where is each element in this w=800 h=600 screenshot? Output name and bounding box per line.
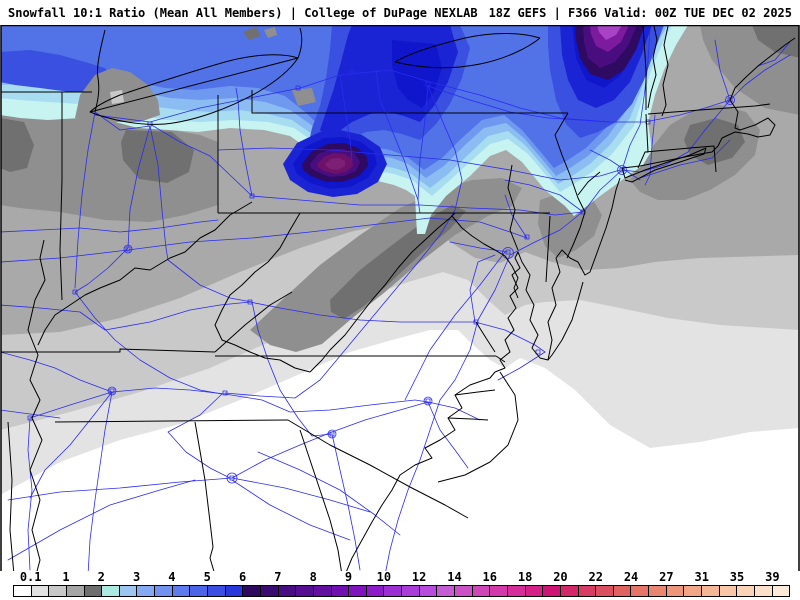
legend-tick-label: 20 — [553, 570, 568, 584]
legend-cell — [225, 586, 244, 596]
legend-tick-label: 14 — [447, 570, 462, 584]
legend-tick-label: 18 — [517, 570, 533, 584]
legend-cell — [49, 586, 67, 596]
legend-tick-label: 24 — [623, 570, 639, 584]
legend-cell — [437, 586, 456, 596]
legend-cell — [243, 586, 261, 596]
legend-tick-label: 6 — [238, 570, 247, 584]
legend-cell — [331, 586, 350, 596]
legend-cell — [613, 586, 632, 596]
legend-cell — [260, 586, 279, 596]
legend-tick-label: 35 — [729, 570, 745, 584]
legend-cell — [31, 586, 50, 596]
legend-cell — [14, 586, 32, 596]
legend-tick-label: 9 — [344, 570, 353, 584]
legend-cell — [772, 586, 790, 596]
legend-cell — [525, 586, 544, 596]
legend-cell — [631, 586, 650, 596]
legend-cell — [490, 586, 508, 596]
legend-tick-label: 12 — [411, 570, 427, 584]
legend-tick-label: 10 — [376, 570, 392, 584]
legend-cell — [666, 586, 685, 596]
product-title: Snowfall 10:1 Ratio (Mean All Members) |… — [8, 5, 478, 20]
legend-cell — [754, 586, 773, 596]
legend-cell — [278, 586, 297, 596]
legend-cell — [313, 586, 332, 596]
legend-cell — [66, 586, 85, 596]
legend-tick-label: 39 — [765, 570, 780, 584]
legend-colorbar — [13, 585, 790, 597]
legend-cell — [507, 586, 526, 596]
legend-cell — [419, 586, 438, 596]
legend-cell — [578, 586, 597, 596]
legend-cell — [119, 586, 138, 596]
legend-cell — [596, 586, 614, 596]
legend-cell — [455, 586, 473, 596]
legend-tick-label: 5 — [203, 570, 211, 584]
legend-tick-label: 22 — [588, 570, 603, 584]
snowfall-contours — [1, 26, 799, 495]
legend-cell — [102, 586, 120, 596]
legend-tick-label: 4 — [168, 570, 176, 584]
model-run-info: 18Z GEFS | F366 Valid: 00Z TUE DEC 02 20… — [488, 5, 792, 20]
legend-cell — [296, 586, 314, 596]
legend-bar: 0.1 1 2 3 4 5 6 7 8 9 10 12 14 16 18 20 22 24 27 31 35 39 — [0, 571, 800, 600]
legend-cell — [737, 586, 755, 596]
legend-cell — [366, 586, 385, 596]
legend-tick-label: 8 — [309, 570, 317, 584]
legend-cell — [190, 586, 209, 596]
legend-tick-label: 27 — [659, 570, 674, 584]
legend-cell — [472, 586, 491, 596]
lakes-and-coastline — [89, 26, 796, 575]
legend-cell — [172, 586, 191, 596]
state-borders — [1, 26, 771, 575]
legend-cell — [208, 586, 226, 596]
legend-cell — [560, 586, 579, 596]
header-bar: Snowfall 10:1 Ratio (Mean All Members) |… — [0, 0, 800, 25]
legend-cell — [719, 586, 738, 596]
legend-cell — [84, 586, 103, 596]
city-node-markers — [27, 69, 733, 481]
legend-cell — [402, 586, 420, 596]
legend-cell — [384, 586, 403, 596]
legend-tick-label: 3 — [132, 570, 141, 584]
legend-cell — [649, 586, 667, 596]
legend-cell — [543, 586, 561, 596]
legend-tick-label: 2 — [97, 570, 105, 584]
legend-cell — [701, 586, 720, 596]
legend-cell — [137, 586, 156, 596]
legend-tick-label: 7 — [274, 570, 282, 584]
legend-cell — [155, 586, 173, 596]
legend-tick-label: 0.1 — [19, 570, 42, 584]
road-network — [1, 29, 791, 575]
legend-tick-label: 31 — [694, 570, 709, 584]
legend-tick-label: 16 — [482, 570, 498, 584]
legend-cell — [349, 586, 367, 596]
legend-cell — [684, 586, 702, 596]
legend-tick-label: 1 — [62, 570, 70, 584]
